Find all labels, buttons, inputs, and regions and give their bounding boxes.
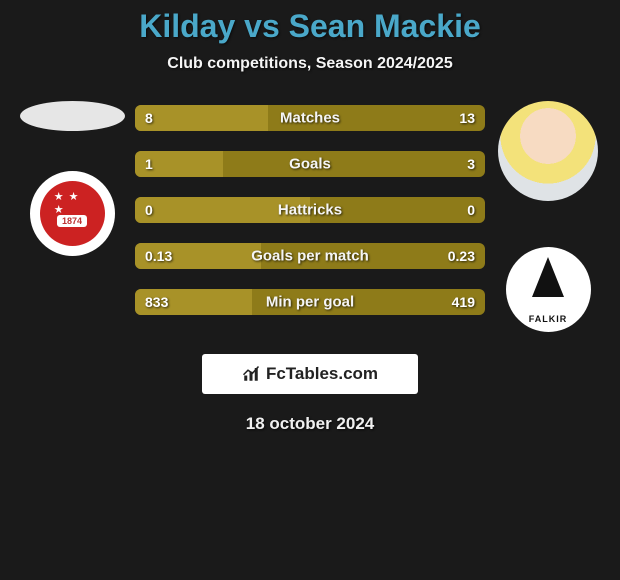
- main-row: ★ ★ ★ 1874 813Matches13Goals00Hattricks0…: [0, 101, 620, 332]
- stat-label: Hattricks: [278, 202, 342, 219]
- brand-box: FcTables.com: [202, 354, 418, 394]
- player-photo-right: [498, 101, 598, 201]
- stat-value-left: 0.13: [145, 248, 172, 264]
- stat-value-left: 0: [145, 202, 153, 218]
- badge-label: FALKIR: [529, 314, 568, 324]
- page-title: Kilday vs Sean Mackie: [0, 8, 620, 45]
- brand-text: FcTables.com: [266, 364, 378, 384]
- stat-value-right: 3: [467, 156, 475, 172]
- stat-value-left: 1: [145, 156, 153, 172]
- stat-bar-left-fill: [135, 105, 268, 131]
- stat-value-left: 833: [145, 294, 168, 310]
- club-badge-right: FALKIR: [506, 247, 591, 332]
- player-photo-left: [20, 101, 125, 131]
- stat-bar: 1 3 Goals: [135, 151, 485, 177]
- chart-icon: [242, 365, 260, 383]
- stat-value-right: 419: [452, 294, 475, 310]
- stat-bar: 8 13 Matches: [135, 105, 485, 131]
- stat-value-left: 8: [145, 110, 153, 126]
- comparison-card: Kilday vs Sean Mackie Club competitions,…: [0, 0, 620, 434]
- stat-value-right: 0: [467, 202, 475, 218]
- left-column: ★ ★ ★ 1874: [17, 101, 127, 256]
- stat-label: Min per goal: [266, 294, 354, 311]
- stat-label: Matches: [280, 110, 340, 127]
- badge-stars-icon: ★ ★ ★: [54, 190, 91, 216]
- club-badge-left: ★ ★ ★ 1874: [30, 171, 115, 256]
- badge-year: 1874: [57, 215, 87, 227]
- date: 18 october 2024: [0, 414, 620, 434]
- stat-bar: 833 419 Min per goal: [135, 289, 485, 315]
- stat-bar: 0.13 0.23 Goals per match: [135, 243, 485, 269]
- stat-label: Goals per match: [251, 248, 369, 265]
- stat-value-right: 0.23: [448, 248, 475, 264]
- right-column: FALKIR: [493, 101, 603, 332]
- stat-bars: 813Matches13Goals00Hattricks0.130.23Goal…: [135, 101, 485, 315]
- stat-label: Goals: [289, 156, 331, 173]
- subtitle: Club competitions, Season 2024/2025: [0, 55, 620, 73]
- stat-bar: 0 0 Hattricks: [135, 197, 485, 223]
- stat-value-right: 13: [459, 110, 475, 126]
